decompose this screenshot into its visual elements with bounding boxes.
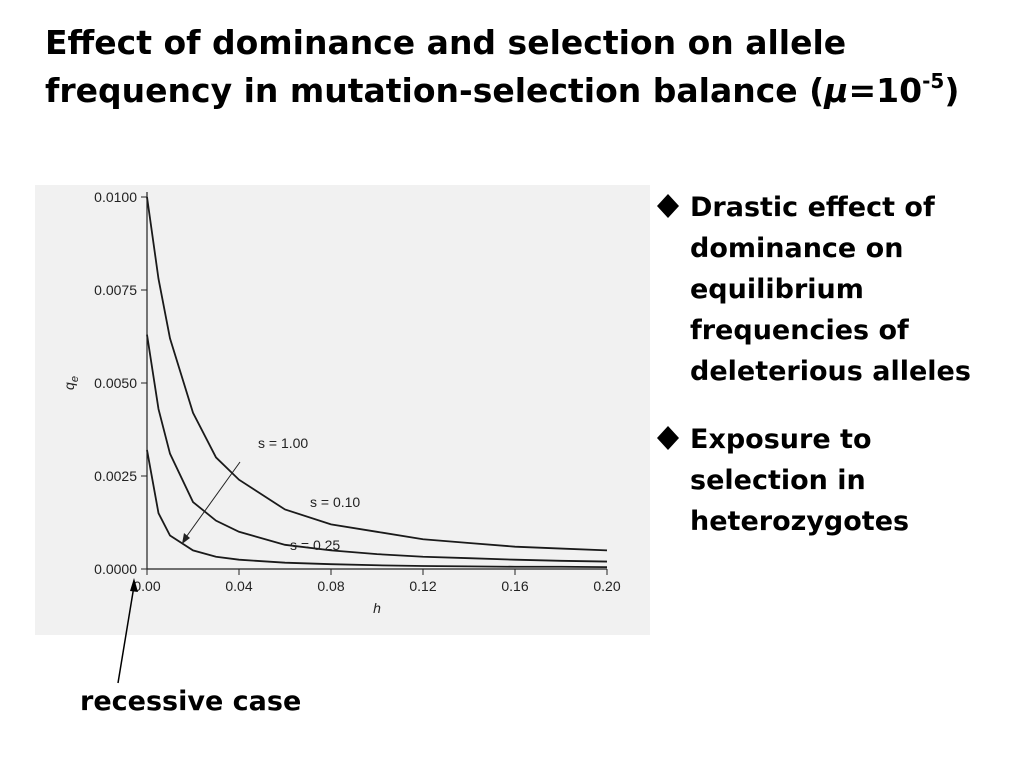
title-part: -5 [922,69,944,93]
x-tick-label: 0.04 [225,578,252,594]
label-pointer [183,461,241,541]
bullet-diamond [657,194,679,218]
curve [146,449,608,569]
curve [146,196,608,552]
chart: 0.0000 0.0025 0.0050 0.0075 0.0100 0.00 0.04 0.… [61,189,621,616]
y-tick-label: 0.0100 [94,189,137,205]
y-tick-label: 0.0000 [94,561,137,577]
x-tick-label: 0.20 [593,578,620,594]
y-tick-label: 0.0075 [94,282,137,298]
bullet-text: dominance on [690,233,903,264]
bullets: Drastic effect of dominance on equilibrium… [657,192,971,537]
x-tick-label: 0.12 [409,578,436,594]
bullet-diamond [657,426,679,450]
curve-label: s = 0.10 [310,494,360,510]
curve-label: s = 1.00 [258,435,308,451]
title: frequency in mutation-selection balance … [45,69,959,110]
bullet-text: heterozygotes [690,506,909,537]
y-axis-label-main: q [61,382,77,390]
x-tick-label: 0.00 [133,578,160,594]
annotation: recessive case [80,686,301,717]
bullet-text: equilibrium [690,274,864,305]
annotation-arrow [117,585,135,684]
bullet-text: Exposure to [690,424,872,455]
y-tick-label: 0.0050 [94,375,137,391]
x-axis-label: h [373,600,381,616]
bullet-text: frequencies of [690,315,909,346]
bullet-text: Drastic effect of [690,192,935,223]
title-part: ) [944,71,959,110]
bullet-text: selection in [690,465,866,496]
arrow-head [130,578,138,592]
y-axis-label-sub: e [69,376,81,382]
x-tick-label: 0.16 [501,578,528,594]
curve-label: s = 0.25 [290,537,340,553]
title: Effect of dominance and selection on all… [45,23,846,62]
bullet-text: deleterious alleles [690,356,971,387]
y-axis-label: qe [61,376,81,390]
label-pointer-head [182,533,190,544]
y-tick-label: 0.0025 [94,468,137,484]
curve [146,334,608,563]
x-tick-label: 0.08 [317,578,344,594]
title-part: μ [823,71,848,110]
title-part: frequency in mutation-selection balance … [45,71,824,110]
title-part: =10 [849,71,923,110]
